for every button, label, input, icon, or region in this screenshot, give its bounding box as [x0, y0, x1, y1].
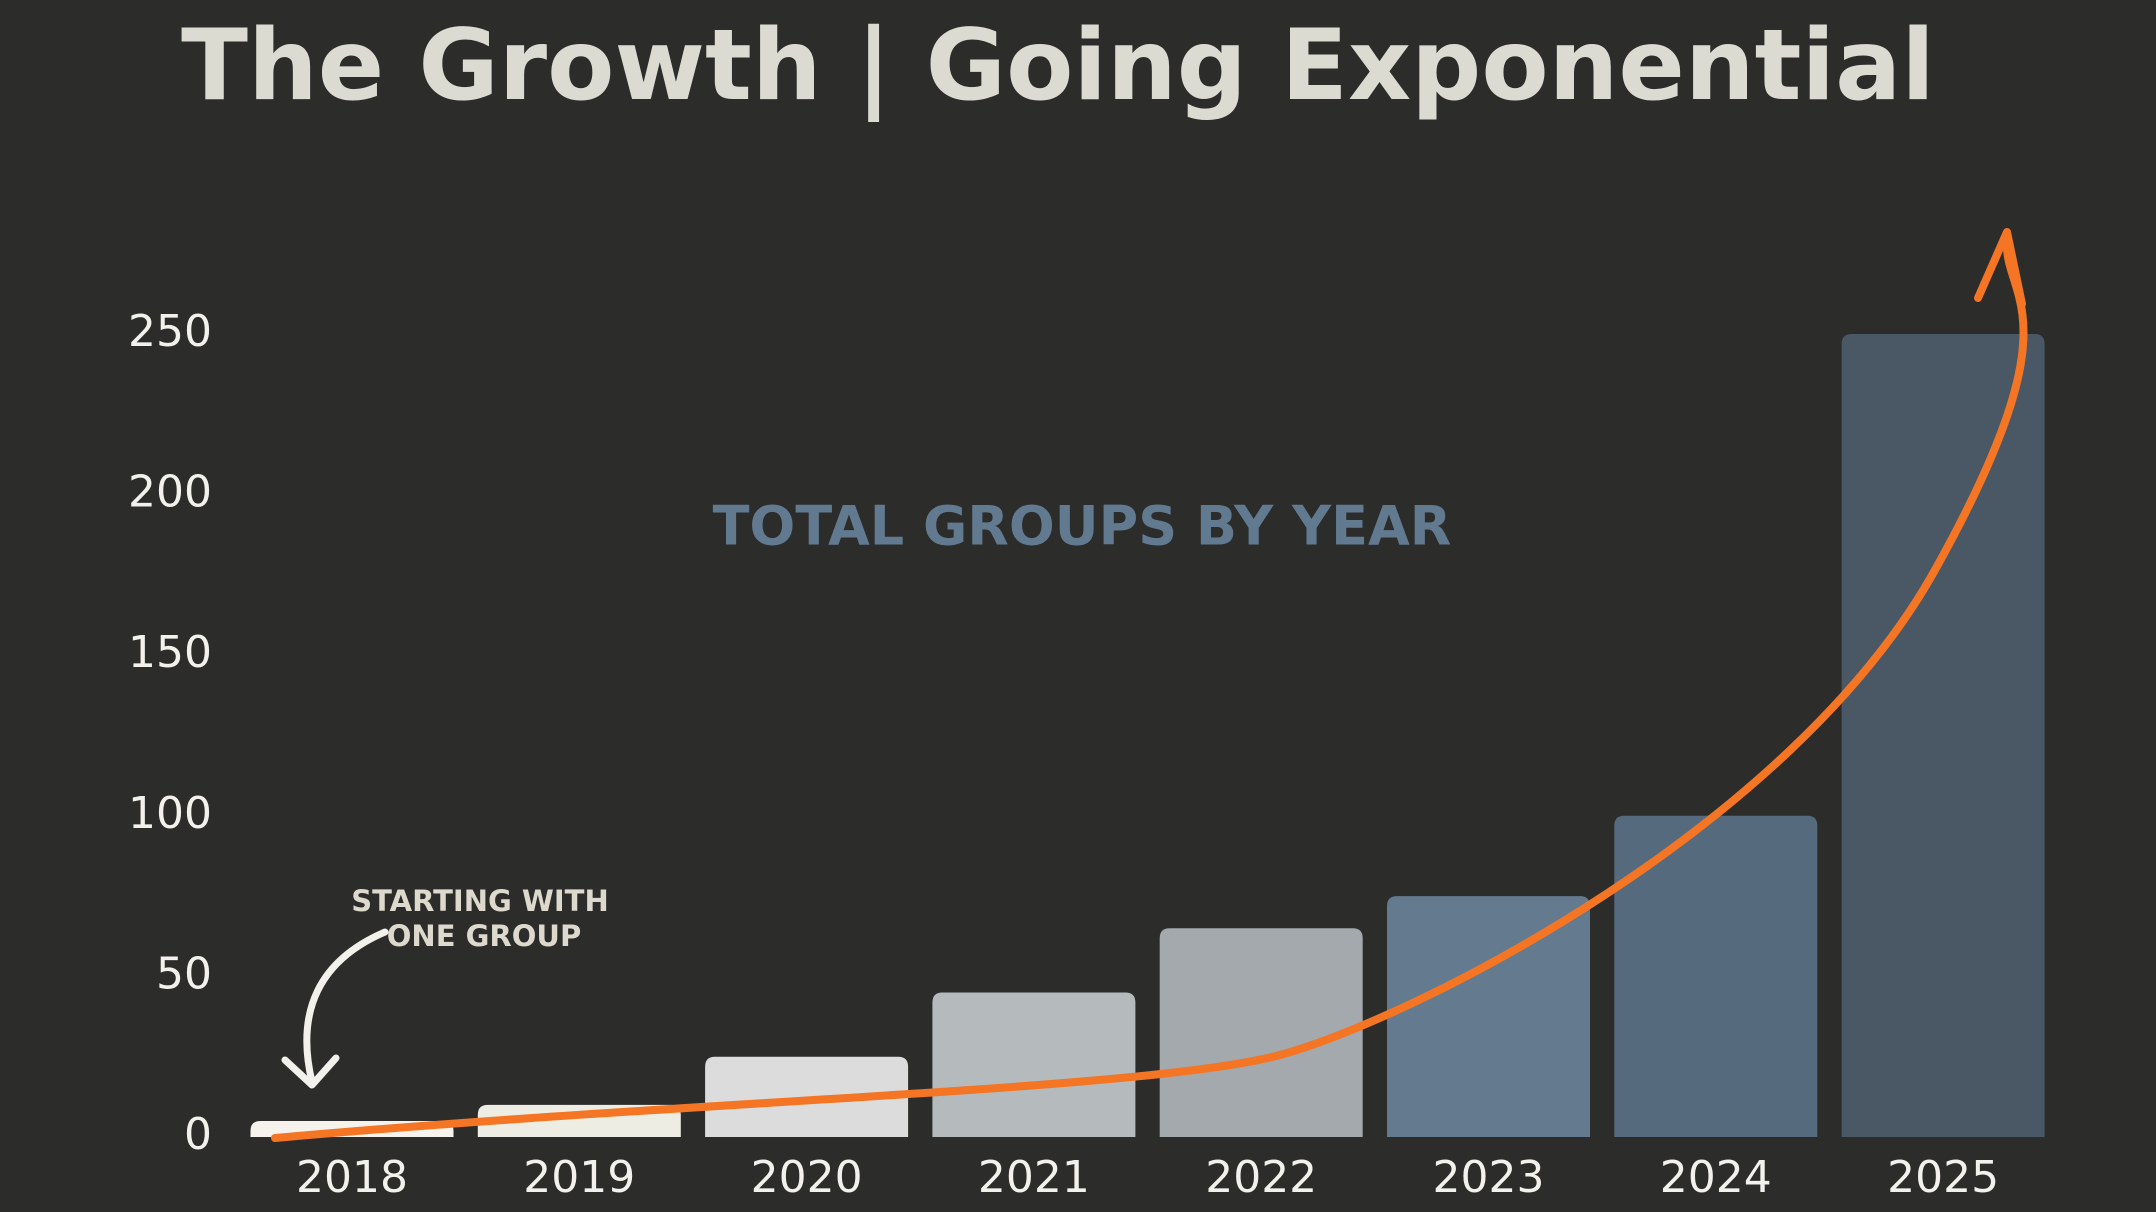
y-tick-label: 150	[128, 627, 212, 678]
annotation: ONE GROUP	[387, 919, 581, 953]
trend-arrow	[271, 234, 2028, 1142]
x-tick-label: 2022	[1205, 1152, 1317, 1203]
x-tick-label: 2023	[1433, 1152, 1545, 1203]
y-tick-label: 0	[184, 1109, 212, 1160]
annotation-arrowhead	[281, 1054, 340, 1089]
x-tick-label: 2021	[978, 1152, 1090, 1203]
bar	[1159, 928, 1363, 1137]
chart-subtitle: TOTAL GROUPS BY YEAR	[713, 495, 1452, 558]
trend-arrowhead	[1974, 228, 2026, 308]
x-tick-label: 2020	[751, 1152, 863, 1203]
annotation-arrow	[303, 928, 389, 1086]
bar	[1841, 334, 2045, 1137]
y-tick-label: 50	[156, 948, 212, 999]
y-tick-label: 100	[128, 788, 212, 839]
bars	[250, 334, 2045, 1137]
x-tick-label: 2024	[1660, 1152, 1772, 1203]
annotation: STARTING WITH	[351, 884, 608, 918]
y-tick-label: 200	[128, 467, 212, 518]
chart-title: The Growth | Going Exponential	[181, 9, 1935, 123]
x-tick-label: 2018	[296, 1152, 408, 1203]
bar	[1387, 896, 1590, 1137]
x-tick-label: 2025	[1887, 1152, 1999, 1203]
y-tick-label: 250	[128, 306, 212, 357]
bar	[932, 992, 1136, 1137]
x-tick-label: 2019	[523, 1152, 635, 1203]
bar	[1614, 815, 1818, 1137]
